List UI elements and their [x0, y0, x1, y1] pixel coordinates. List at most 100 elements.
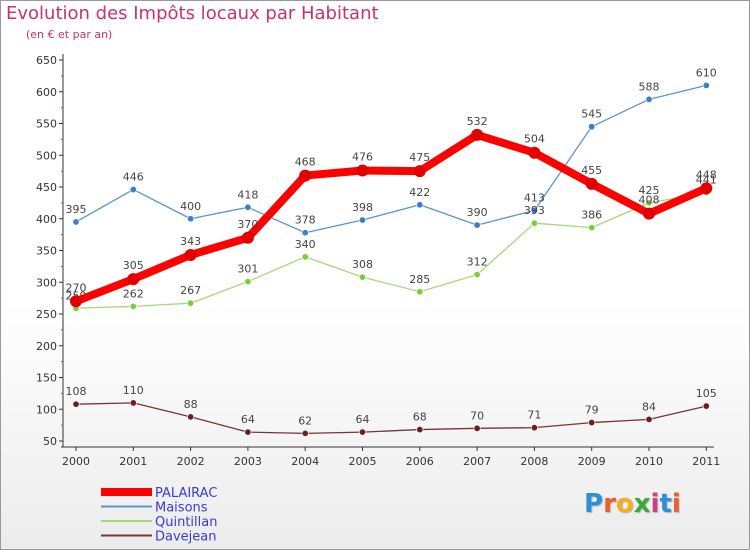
- data-point-davejean: [645, 415, 653, 423]
- data-label-palairac: 448: [696, 168, 717, 181]
- data-point-maisons: [530, 206, 538, 214]
- data-point-quintillan: [244, 278, 252, 286]
- data-point-quintillan: [416, 288, 424, 296]
- data-point-davejean: [588, 419, 596, 427]
- data-point-quintillan: [129, 302, 137, 310]
- logo-letter: x: [633, 489, 651, 519]
- data-label-maisons: 390: [467, 206, 488, 219]
- data-label-davejean: 108: [66, 385, 87, 398]
- data-label-davejean: 68: [413, 411, 427, 424]
- data-label-palairac: 532: [467, 115, 488, 128]
- x-tick-label: 2001: [119, 455, 147, 468]
- data-label-maisons: 400: [180, 200, 201, 213]
- series-line-palairac: [72, 130, 711, 306]
- data-label-davejean: 64: [241, 413, 255, 426]
- data-point-davejean: [72, 400, 80, 408]
- data-label-palairac: 468: [295, 156, 316, 169]
- data-label-quintillan: 312: [467, 256, 488, 269]
- data-point-maisons: [358, 216, 366, 224]
- data-point-maisons: [301, 229, 309, 237]
- data-label-davejean: 84: [642, 400, 656, 413]
- data-point-palairac: [70, 295, 82, 308]
- y-tick-label: 550: [36, 118, 57, 131]
- x-tick-label: 2004: [291, 455, 319, 468]
- y-tick-label: 50: [43, 435, 57, 448]
- y-tick-label: 150: [36, 372, 57, 385]
- data-label-palairac: 343: [180, 235, 201, 248]
- chart-subtitle: (en € et par an): [26, 28, 113, 41]
- data-point-davejean: [301, 429, 309, 437]
- data-label-maisons: 398: [352, 201, 373, 214]
- data-point-palairac: [471, 128, 484, 141]
- x-tick-label: 2003: [234, 455, 262, 468]
- data-label-quintillan: 441: [696, 174, 717, 187]
- data-label-davejean: 88: [184, 398, 198, 411]
- data-label-quintillan: 386: [581, 209, 602, 222]
- proxiti-logo: Proxiti: [584, 489, 681, 519]
- data-label-quintillan: 262: [123, 287, 144, 300]
- data-point-davejean: [129, 399, 137, 407]
- x-tick-label: 2005: [349, 455, 377, 468]
- x-tick-label: 2008: [520, 455, 548, 468]
- data-point-quintillan: [358, 273, 366, 281]
- data-label-davejean: 70: [470, 409, 484, 422]
- y-tick-label: 400: [36, 213, 57, 226]
- data-label-davejean: 62: [298, 414, 312, 427]
- data-label-quintillan: 393: [524, 204, 545, 217]
- logo-letter: P: [584, 489, 604, 519]
- data-point-palairac: [585, 177, 598, 190]
- logo-letter: r: [603, 489, 616, 519]
- x-tick-label: 2010: [635, 455, 663, 468]
- data-point-palairac: [127, 273, 140, 286]
- data-label-maisons: 418: [237, 188, 258, 201]
- legend-label-quintillan: Quintillan: [155, 515, 217, 530]
- data-label-palairac: 370: [237, 218, 258, 231]
- x-tick-label: 2006: [406, 455, 434, 468]
- logo-letter: i: [650, 489, 660, 519]
- legend-label-maisons: Maisons: [155, 501, 208, 516]
- data-point-quintillan: [530, 219, 538, 227]
- x-tick-label: 2009: [578, 455, 606, 468]
- x-tick-label: 2007: [463, 455, 491, 468]
- series-line-quintillan: [75, 192, 707, 309]
- data-point-palairac: [528, 146, 541, 159]
- data-point-maisons: [129, 186, 137, 194]
- data-point-maisons: [702, 81, 710, 89]
- data-label-palairac: 476: [352, 150, 373, 163]
- data-label-maisons: 378: [295, 214, 316, 227]
- data-point-quintillan: [301, 253, 309, 261]
- series-line-maisons: [75, 84, 707, 234]
- data-point-quintillan: [187, 299, 195, 307]
- data-label-palairac: 270: [66, 281, 87, 294]
- data-label-maisons: 610: [696, 66, 717, 79]
- data-label-quintillan: 340: [295, 238, 316, 251]
- chart-title: Evolution des Impôts locaux par Habitant: [6, 3, 379, 24]
- data-point-davejean: [187, 413, 195, 421]
- data-point-maisons: [473, 221, 481, 229]
- data-label-maisons: 545: [581, 108, 602, 121]
- data-point-quintillan: [473, 271, 481, 279]
- data-point-palairac: [413, 165, 426, 178]
- data-label-maisons: 422: [409, 186, 430, 199]
- data-point-maisons: [72, 218, 80, 226]
- logo-letter: o: [615, 489, 634, 519]
- data-label-quintillan: 301: [237, 263, 258, 276]
- data-point-maisons: [645, 95, 653, 103]
- data-point-davejean: [473, 424, 481, 432]
- data-label-palairac: 455: [581, 164, 602, 177]
- data-point-palairac: [241, 231, 254, 244]
- y-tick-label: 250: [36, 308, 57, 321]
- data-point-davejean: [416, 426, 424, 434]
- data-label-quintillan: 267: [180, 284, 201, 297]
- data-point-davejean: [702, 402, 710, 410]
- data-point-palairac: [643, 207, 655, 220]
- data-label-maisons: 446: [123, 171, 144, 184]
- data-label-davejean: 64: [356, 413, 370, 426]
- y-tick-label: 600: [36, 86, 57, 99]
- data-point-maisons: [244, 203, 252, 211]
- data-point-maisons: [588, 123, 596, 131]
- x-tick-label: 2011: [692, 455, 720, 468]
- data-label-quintillan: 308: [352, 258, 373, 271]
